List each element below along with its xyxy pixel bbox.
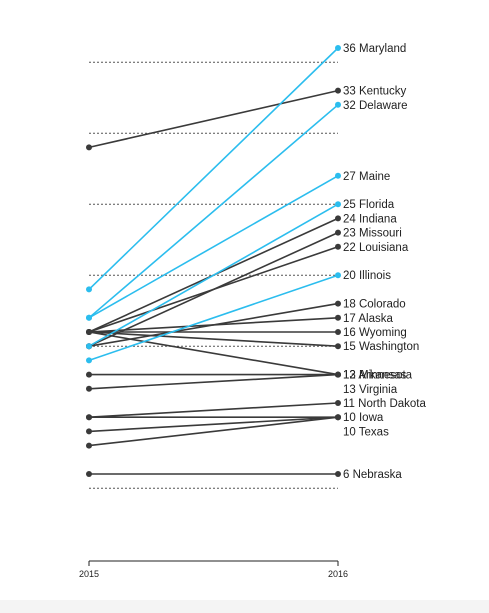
x-axis: 2015 2016 <box>79 560 348 579</box>
series-dot-2016 <box>335 172 341 179</box>
bottom-strip <box>0 600 489 613</box>
series-dot-2016 <box>335 243 341 250</box>
series-dot-2015 <box>86 343 92 350</box>
series-dot-2016 <box>335 101 341 108</box>
series-line <box>88 331 339 376</box>
end-label: 16 Wyoming <box>343 327 407 339</box>
end-label: 13 Arkansas <box>343 370 407 382</box>
series-lines <box>88 47 339 475</box>
series-dot-2016 <box>335 400 341 406</box>
series-line <box>88 89 339 149</box>
series-dot-2016 <box>335 229 341 236</box>
series-dot-2015 <box>86 144 92 151</box>
slope-chart: 36 Maryland 33 Kentucky 32 Delaware 27 Main… <box>79 43 427 579</box>
series-line <box>88 246 339 333</box>
series-dot-2016 <box>335 414 341 421</box>
series-line <box>88 402 339 418</box>
series-dot-2015 <box>86 414 92 421</box>
end-label: 22 Louisiana <box>343 242 409 254</box>
series-dot-2016 <box>335 471 341 477</box>
end-label: 10 Iowa <box>343 412 384 424</box>
end-labels: 36 Maryland 33 Kentucky 32 Delaware 27 Main… <box>343 43 426 481</box>
end-label: 20 Illinois <box>343 270 391 282</box>
end-label: 18 Colorado <box>343 299 406 311</box>
series-dot-2016 <box>335 300 341 307</box>
series-line <box>88 47 339 290</box>
series-line <box>88 203 339 347</box>
end-label: 36 Maryland <box>343 43 406 55</box>
end-label: 10 Texas <box>343 426 389 438</box>
end-label: 12 Minnesota <box>343 370 413 382</box>
series-dot-2015 <box>86 314 92 321</box>
series-line <box>88 331 339 347</box>
end-label: 27 Maine <box>343 171 390 183</box>
series-dot-2016 <box>335 87 341 94</box>
series-line <box>88 175 339 319</box>
end-label: 23 Missouri <box>343 228 402 240</box>
end-label: 17 Alaska <box>343 313 393 325</box>
series-dot-2016 <box>335 314 341 321</box>
series-line <box>88 416 339 447</box>
series-line <box>88 104 339 319</box>
series-dot-2016 <box>335 329 341 335</box>
series-dot-2015 <box>86 357 92 364</box>
series-dot-2016 <box>335 343 341 350</box>
end-label: 13 Virginia <box>343 384 398 396</box>
end-label: 33 Kentucky <box>343 86 407 98</box>
series-line <box>88 274 339 362</box>
series-dot-2016 <box>335 215 341 222</box>
series-dot-2015 <box>86 329 92 335</box>
series-dot-2016 <box>335 201 341 208</box>
end-label: 6 Nebraska <box>343 469 402 481</box>
series-dots <box>86 45 341 477</box>
end-label: 25 Florida <box>343 199 395 211</box>
series-dot-2015 <box>86 371 92 378</box>
series-line <box>88 416 339 433</box>
series-dot-2016 <box>335 272 341 279</box>
end-label: 24 Indiana <box>343 213 397 225</box>
end-label: 15 Washington <box>343 341 419 353</box>
end-label: 32 Delaware <box>343 100 408 112</box>
series-line <box>88 373 339 390</box>
series-dot-2015 <box>86 428 92 435</box>
series-dot-2016 <box>335 45 341 51</box>
x-tick-label-2016: 2016 <box>328 569 348 579</box>
series-dot-2016 <box>335 371 341 378</box>
series-dot-2015 <box>86 286 92 293</box>
series-dot-2015 <box>86 471 92 477</box>
x-tick-label-2015: 2015 <box>79 569 99 579</box>
series-dot-2015 <box>86 442 92 449</box>
series-line <box>88 317 339 333</box>
series-dot-2015 <box>86 385 92 392</box>
end-label: 11 North Dakota <box>343 398 426 410</box>
